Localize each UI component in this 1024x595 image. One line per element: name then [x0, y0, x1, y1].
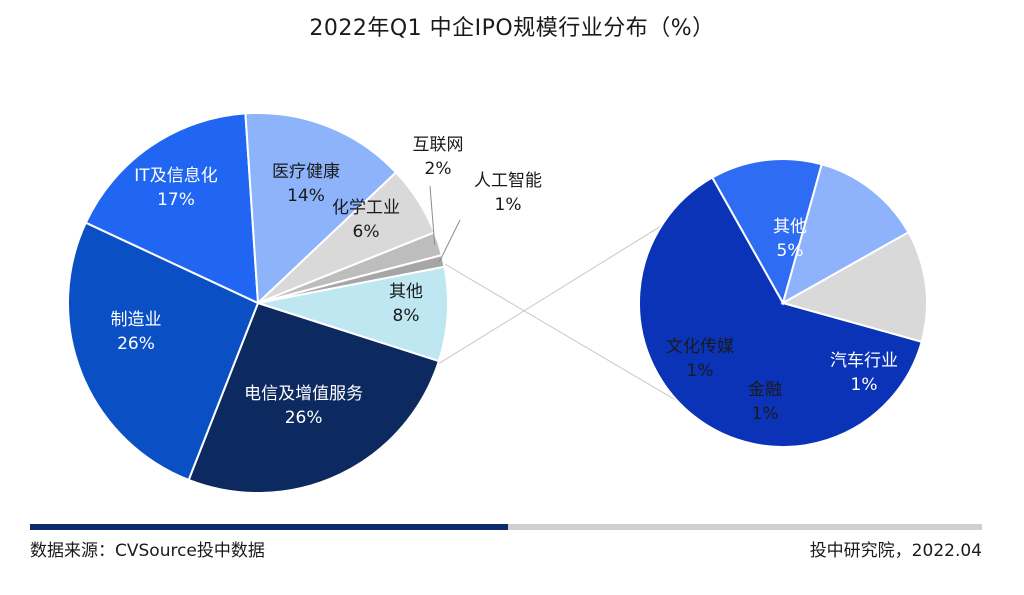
breakdown-pie-slice-0: [638, 176, 923, 448]
footer-divider-dark: [30, 524, 508, 530]
footer-divider-light: [508, 524, 982, 530]
data-source: 数据来源：CVSource投中数据: [30, 541, 265, 561]
main-pie-slice-3: [244, 112, 398, 306]
main-pie-slice-1: [67, 221, 260, 482]
main-pie-slice-2: [84, 112, 260, 305]
main-pie-slice-0: [187, 301, 441, 494]
main-pie-label-7: 其他 8%: [389, 282, 423, 326]
breakdown-pie-label-3: 文化传媒 1%: [666, 337, 734, 381]
breakdown-pie: [638, 158, 928, 448]
main-pie-label-1: 制造业 26%: [111, 310, 162, 354]
main-pie-slice-7: [257, 265, 449, 363]
main-pie-label-4: 化学工业 6%: [332, 198, 400, 242]
main-pie-label-0: 电信及增值服务 26%: [244, 384, 363, 428]
report-credit: 投中研究院，2022.04: [809, 541, 982, 561]
main-pie-label-5: 互联网 2%: [413, 135, 464, 179]
main-pie-label-2: IT及信息化 17%: [134, 166, 217, 210]
leader-line-6: [438, 219, 461, 263]
breakdown-pie-label-2: 金融 1%: [748, 380, 782, 424]
leader-line-5: [429, 185, 436, 245]
main-pie-label-6: 人工智能 1%: [474, 171, 542, 215]
breakdown-pie-slice-2: [781, 163, 910, 306]
pie-labels: 电信及增值服务 26% 制造业 26% IT及信息化 17% 医疗健康 14%化学工业 6% 互联…: [111, 135, 899, 428]
breakdown-pie-label-1: 汽车行业 1%: [830, 351, 898, 395]
main-pie-label-3: 医疗健康 14%: [272, 162, 340, 206]
breakdown-pie-slice-3: [780, 230, 928, 343]
main-pie: [67, 112, 449, 494]
breakdown-pie-slice-1: [710, 158, 823, 306]
breakdown-pie-label-0: 其他 5%: [773, 217, 807, 261]
chart-title: 2022年Q1 中企IPO规模行业分布（%）: [309, 16, 715, 41]
